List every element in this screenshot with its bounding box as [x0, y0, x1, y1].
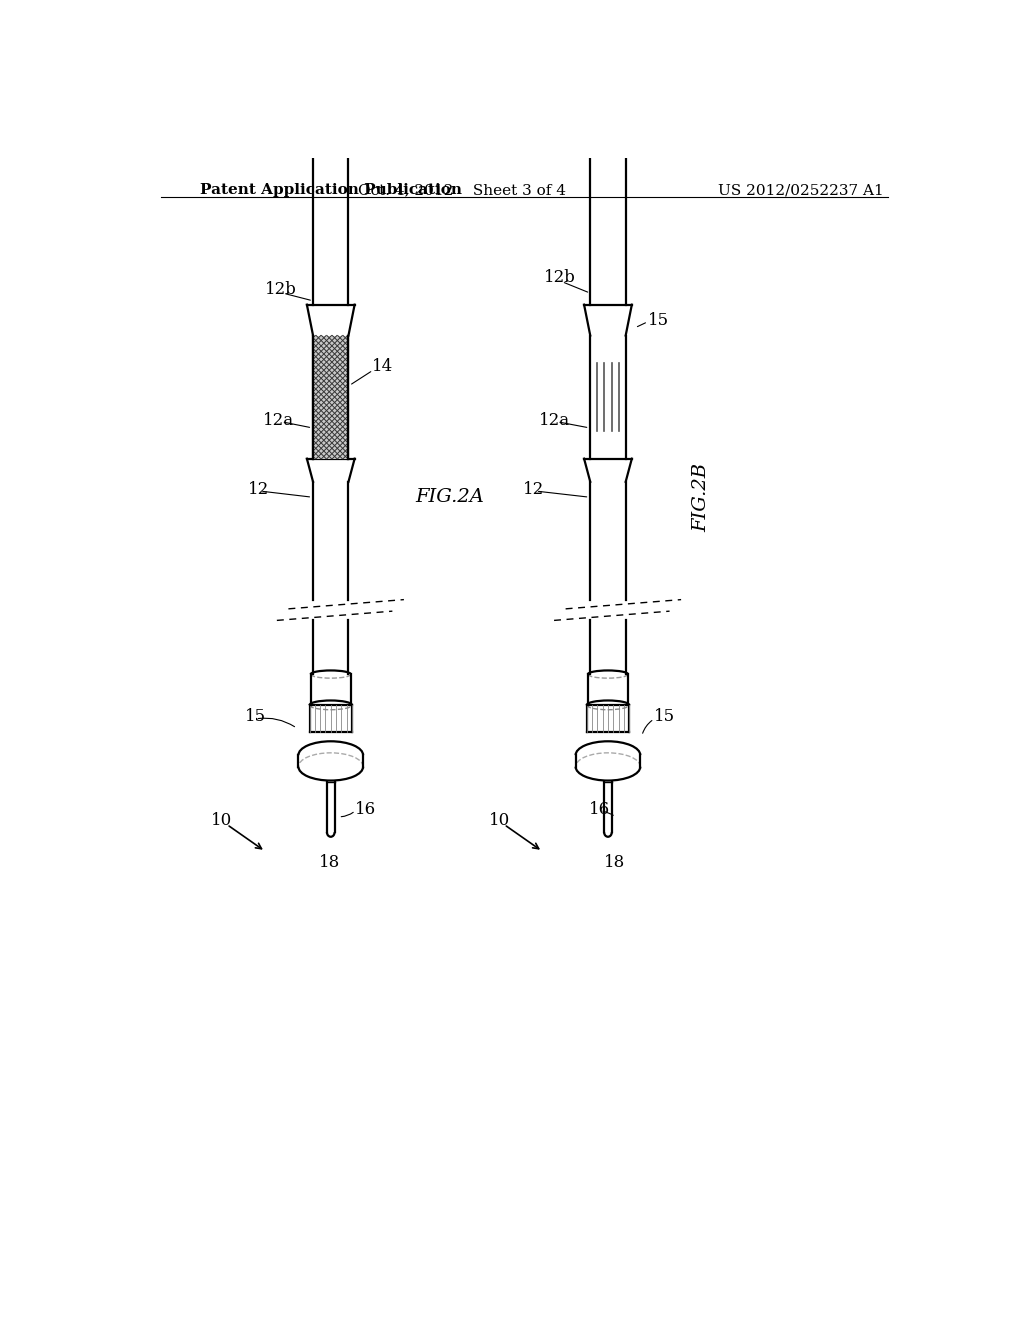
Text: 15: 15: [245, 708, 265, 725]
Text: 10: 10: [211, 812, 232, 829]
Text: 10: 10: [488, 812, 510, 829]
Text: 18: 18: [319, 854, 340, 871]
Text: 14: 14: [372, 358, 393, 375]
Text: 16: 16: [355, 800, 377, 817]
Text: US 2012/0252237 A1: US 2012/0252237 A1: [718, 183, 884, 197]
Bar: [313, 335, 348, 459]
Text: FIG.2A: FIG.2A: [416, 488, 484, 506]
Text: 15: 15: [648, 312, 669, 329]
Text: 12a: 12a: [263, 412, 294, 429]
Text: 12a: 12a: [539, 412, 569, 429]
Text: 15: 15: [654, 708, 675, 725]
Text: FIG.2B: FIG.2B: [692, 462, 711, 532]
Text: 12: 12: [523, 480, 545, 498]
Text: 12b: 12b: [544, 269, 575, 286]
Text: 18: 18: [604, 854, 626, 871]
Text: 12: 12: [248, 480, 269, 498]
Text: Oct. 4, 2012    Sheet 3 of 4: Oct. 4, 2012 Sheet 3 of 4: [357, 183, 565, 197]
Text: 16: 16: [589, 800, 610, 817]
Text: Patent Application Publication: Patent Application Publication: [200, 183, 462, 197]
Text: 12b: 12b: [265, 281, 297, 298]
